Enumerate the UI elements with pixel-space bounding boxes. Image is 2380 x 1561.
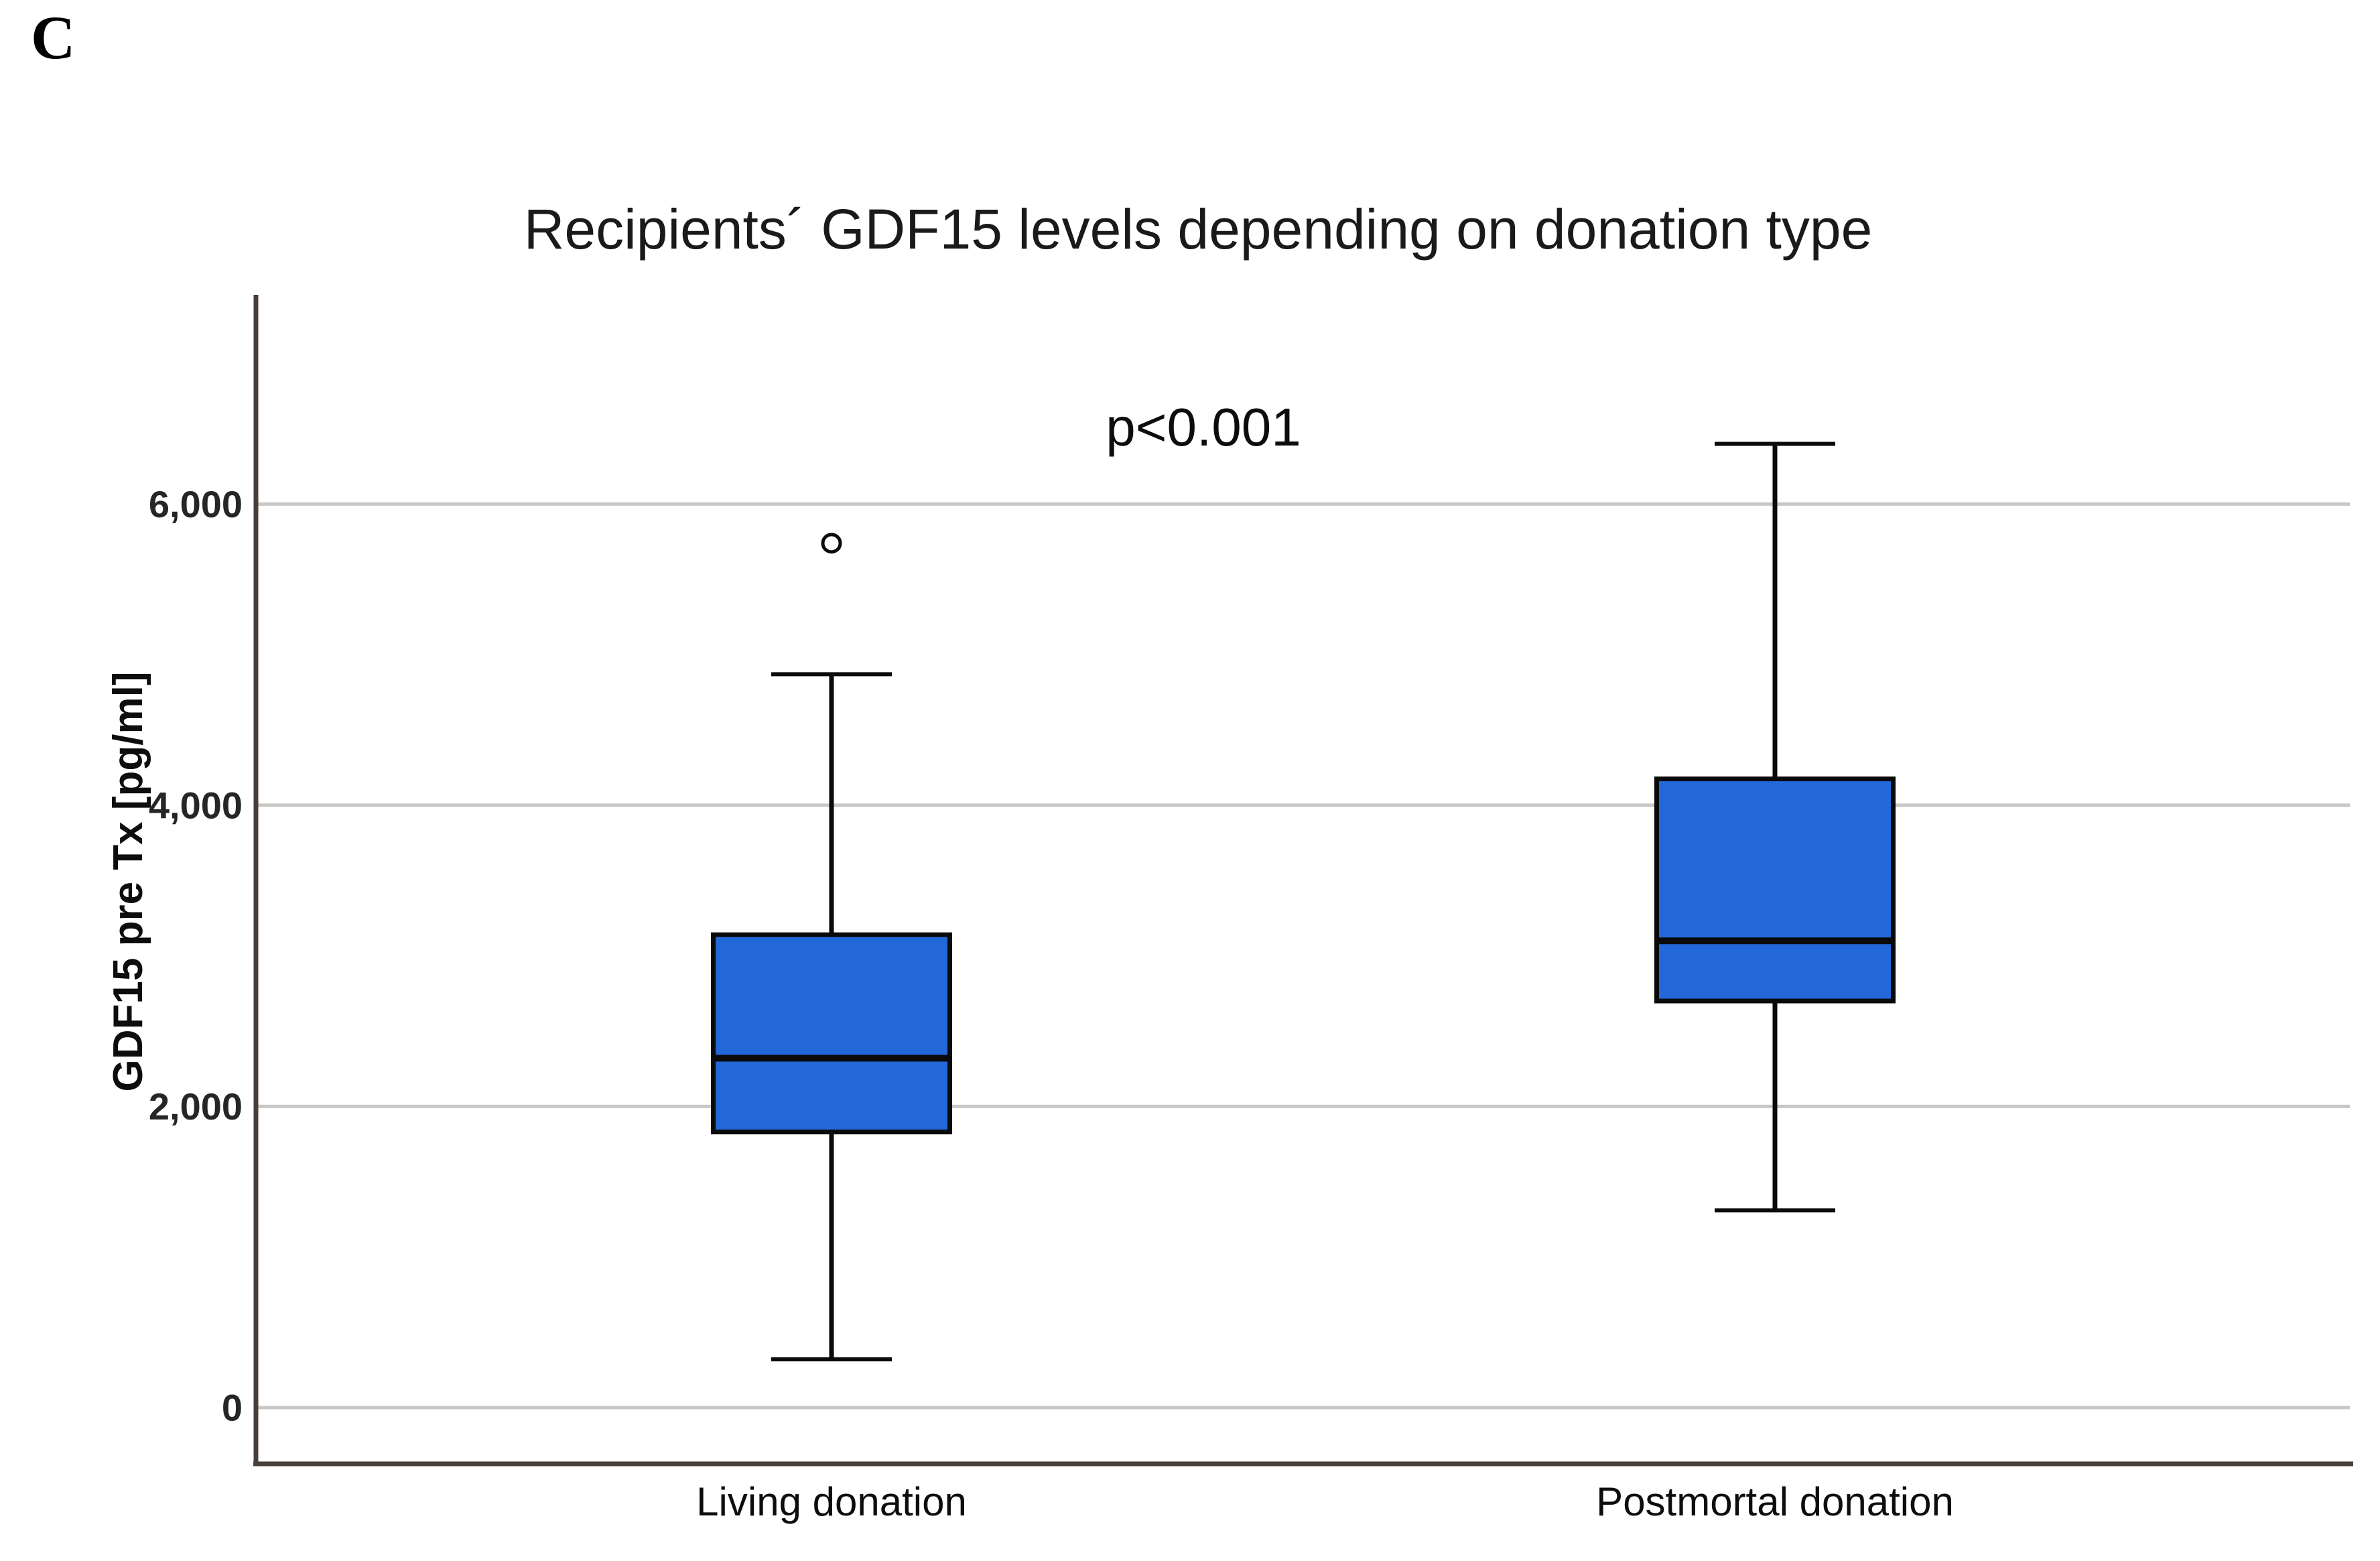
panel-label: C <box>31 3 76 72</box>
boxplot-living-donation <box>711 533 952 1362</box>
category-label-living-donation: Living donation <box>696 1479 967 1524</box>
y-tick-label-6000: 6,000 <box>149 483 243 525</box>
iqr-box <box>711 932 952 1135</box>
category-label-postmortal-donation: Postmortal donation <box>1596 1479 1954 1524</box>
outlier-marker <box>821 533 842 554</box>
p-value-annotation: p<0.001 <box>1106 397 1301 457</box>
y-tick-label-0: 0 <box>222 1387 243 1429</box>
chart-title: Recipients´ GDF15 levels depending on do… <box>523 198 1873 261</box>
boxplot-postmortal-donation <box>1654 442 1896 1213</box>
y-tick-label-2000: 2,000 <box>149 1085 243 1128</box>
y-tick-label-4000: 4,000 <box>149 785 243 827</box>
iqr-box <box>1654 776 1896 1004</box>
